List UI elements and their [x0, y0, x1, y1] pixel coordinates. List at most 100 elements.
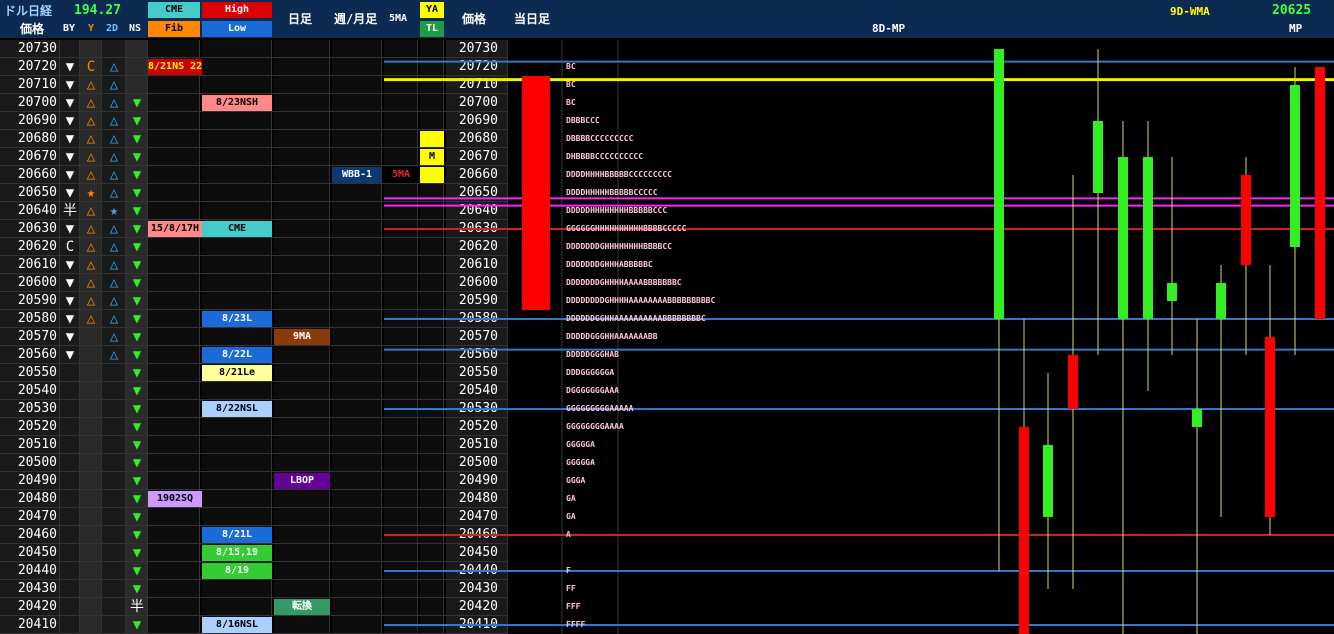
by-mark: ▼ [65, 275, 75, 291]
ns-mark: ▼ [132, 365, 142, 381]
cme-label: 1902SQ [148, 491, 202, 507]
ns-mark: ▼ [132, 491, 142, 507]
price-level-2: 20600 [458, 275, 498, 290]
column-bg [126, 40, 148, 634]
price-level-2: 20690 [458, 113, 498, 128]
highlow-label: 8/21L [202, 527, 272, 543]
price-level-2: 20470 [458, 509, 498, 524]
by-mark: ▼ [65, 311, 75, 327]
row-line [0, 507, 508, 508]
daily-header: 日足 [288, 12, 313, 26]
d2-mark: △ [109, 95, 119, 111]
d2-mark: △ [109, 149, 119, 165]
profile-row: DGGGGGGGAAA [566, 386, 619, 395]
price-level: 20480 [17, 491, 57, 506]
profile-row: GGGGGA [566, 440, 595, 449]
y-mark: △ [86, 95, 96, 111]
profile-row: DDDDDGGGHAB [566, 350, 619, 359]
profile-row: DDDDDHHHHHHHHBBBBBCCC [566, 206, 668, 215]
price-level: 20440 [17, 563, 57, 578]
d2-mark: △ [109, 239, 119, 255]
profile-row: DDDGGGGGGA [566, 368, 615, 377]
row-line [0, 579, 508, 580]
profile-row: F [566, 566, 571, 575]
ns-mark: ▼ [132, 221, 142, 237]
price-level: 20520 [17, 419, 57, 434]
price-level: 20410 [17, 617, 57, 632]
d2-mark: △ [109, 59, 119, 75]
price-level: 20730 [17, 41, 57, 56]
profile-row: GGGGGGGGAAAA [566, 422, 624, 431]
row-line [0, 309, 508, 310]
candle-body [1241, 175, 1251, 265]
y-mark: △ [86, 77, 96, 93]
column-bg [102, 40, 126, 634]
row-line [0, 165, 508, 166]
row-line [0, 453, 508, 454]
row-line [0, 147, 508, 148]
ns-mark: ▼ [132, 437, 142, 453]
row-line [0, 273, 508, 274]
tl-header: TL [420, 21, 444, 37]
ns-mark: ▼ [132, 401, 142, 417]
price-level-2: 20700 [458, 95, 498, 110]
candle-body [994, 49, 1004, 319]
row-line [0, 435, 508, 436]
profile-row: DDDDHHHHHBBBBBCCCCC [566, 188, 658, 197]
y-mark: ★ [86, 185, 96, 201]
row-line [0, 237, 508, 238]
profile-row: BC [566, 80, 576, 89]
d2-mark: △ [109, 347, 119, 363]
ns-mark: ▼ [132, 419, 142, 435]
d2-mark: △ [109, 113, 119, 129]
row-line [0, 471, 508, 472]
price-level: 20560 [17, 347, 57, 362]
candle-body [1265, 337, 1275, 517]
price2-header: 価格 [462, 12, 487, 26]
row-line [0, 615, 508, 616]
header-bar: ドル日経 価格 194.27 BY Y 2D NS CME Fib High L… [0, 0, 1334, 38]
candle-body [1216, 283, 1226, 319]
row-line [0, 219, 508, 220]
profile-row: DDDDDDDGHHHHHHHHBBBBCC [566, 242, 672, 251]
ns-mark: ▼ [132, 167, 142, 183]
price-level-2: 20680 [458, 131, 498, 146]
d2-mark: △ [109, 221, 119, 237]
y-mark: △ [86, 275, 96, 291]
profile-row: GGGGGGGGGAAAAA [566, 404, 634, 413]
ns-mark: ▼ [132, 509, 142, 525]
profile-row: GGGGGA [566, 458, 595, 467]
d2-mark: △ [109, 257, 119, 273]
highlow-label: 8/22NSL [202, 401, 272, 417]
price-level-2: 20430 [458, 581, 498, 596]
y-mark: △ [86, 311, 96, 327]
price-level: 20610 [17, 257, 57, 272]
candle-body [1068, 355, 1078, 409]
price-level: 20450 [17, 545, 57, 560]
candle-body [1143, 157, 1153, 319]
by-mark: ▼ [65, 167, 75, 183]
d2-mark: △ [109, 329, 119, 345]
d2-mark: △ [109, 185, 119, 201]
by-mark: ▼ [65, 131, 75, 147]
row-line [0, 561, 508, 562]
price-level: 20660 [17, 167, 57, 182]
ns-mark: ▼ [132, 239, 142, 255]
ns-mark: ▼ [132, 293, 142, 309]
wma-value: 20625 [1272, 3, 1312, 18]
price-level: 20650 [17, 185, 57, 200]
profile-row: DDDDDDGGHHAAAAAAAAAABBBBBBBBC [566, 314, 706, 323]
column-bg [148, 40, 200, 634]
price-level: 20540 [17, 383, 57, 398]
y-mark: △ [86, 113, 96, 129]
y-mark: △ [86, 221, 96, 237]
y-header: Y [88, 23, 95, 34]
price-level: 20570 [17, 329, 57, 344]
ns-mark: ▼ [132, 455, 142, 471]
weekly-label: WBB-1 [332, 167, 382, 183]
price-level: 20640 [17, 203, 57, 218]
row-line [0, 201, 508, 202]
highlow-label: 8/21Le [202, 365, 272, 381]
